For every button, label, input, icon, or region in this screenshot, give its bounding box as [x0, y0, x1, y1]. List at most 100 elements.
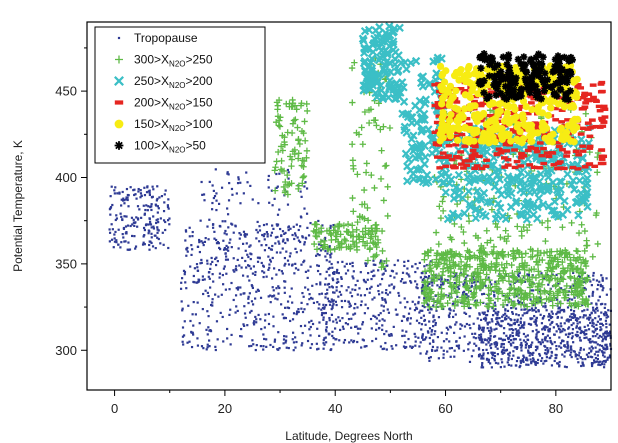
data-point — [417, 115, 427, 124]
data-point — [211, 201, 214, 205]
data-point — [475, 154, 483, 159]
data-point — [427, 308, 430, 311]
data-point — [403, 176, 412, 186]
data-point — [445, 144, 453, 148]
data-point — [489, 337, 492, 340]
data-point — [543, 360, 546, 363]
data-point — [527, 82, 535, 90]
data-point — [372, 221, 380, 229]
data-point — [349, 304, 352, 307]
data-point — [496, 312, 499, 316]
data-point — [473, 186, 482, 196]
data-point — [272, 227, 275, 231]
data-point — [195, 281, 198, 284]
data-point — [496, 314, 499, 317]
data-point — [291, 264, 294, 267]
x-tick-label: 40 — [328, 401, 342, 416]
data-point — [239, 202, 242, 205]
data-point — [390, 283, 393, 286]
data-point — [454, 212, 463, 221]
data-point — [158, 196, 161, 199]
data-point — [453, 289, 461, 296]
data-point — [493, 293, 496, 296]
data-point — [591, 340, 594, 343]
data-point — [320, 313, 324, 317]
data-point — [258, 240, 261, 243]
data-point — [386, 264, 389, 267]
data-point — [385, 348, 388, 351]
data-point — [507, 322, 510, 326]
data-point — [299, 174, 307, 181]
data-point — [280, 234, 283, 237]
data-point — [536, 166, 544, 170]
data-point — [378, 147, 385, 154]
data-point — [278, 268, 281, 272]
data-point — [575, 353, 578, 357]
data-point — [567, 326, 571, 329]
data-point — [300, 301, 303, 304]
data-point — [481, 328, 484, 332]
data-point — [391, 347, 394, 350]
data-point — [567, 332, 571, 335]
data-point — [221, 315, 224, 319]
data-point — [554, 65, 562, 73]
data-point — [531, 289, 535, 292]
data-point — [388, 291, 392, 294]
data-point — [468, 156, 476, 160]
data-point — [474, 332, 477, 335]
data-point — [324, 249, 327, 253]
data-point — [424, 271, 427, 275]
data-point — [417, 336, 420, 339]
data-point — [190, 253, 193, 257]
data-point — [270, 231, 274, 234]
data-point — [284, 339, 288, 342]
data-point — [579, 339, 582, 342]
data-point — [464, 301, 471, 308]
data-point — [575, 325, 578, 328]
data-point — [446, 294, 453, 301]
data-point — [520, 341, 523, 345]
data-point — [304, 286, 307, 289]
data-point — [453, 274, 461, 282]
data-point — [446, 82, 455, 90]
data-point — [535, 328, 538, 332]
data-point — [583, 286, 586, 290]
data-point — [551, 312, 554, 315]
data-point — [373, 274, 376, 277]
data-point — [529, 345, 532, 348]
data-point — [556, 298, 559, 301]
data-point — [265, 338, 268, 341]
data-point — [578, 274, 586, 282]
data-point — [453, 281, 460, 288]
data-point — [531, 69, 539, 77]
data-point — [518, 366, 521, 369]
data-point — [162, 243, 165, 246]
data-point — [134, 247, 137, 250]
data-point — [503, 260, 510, 267]
data-point — [183, 270, 187, 274]
data-point — [330, 252, 333, 255]
data-point — [571, 274, 578, 282]
data-point — [567, 180, 576, 189]
data-point — [271, 187, 279, 194]
data-point — [452, 302, 456, 305]
data-point — [436, 62, 445, 71]
data-point — [571, 335, 574, 338]
data-point — [230, 281, 233, 285]
data-point — [353, 312, 357, 315]
data-point — [432, 325, 435, 328]
data-point — [468, 86, 476, 95]
data-point — [126, 198, 129, 202]
data-point — [289, 120, 297, 127]
data-point — [126, 248, 129, 251]
data-point — [121, 199, 125, 202]
data-point — [490, 195, 498, 202]
data-point — [329, 253, 332, 257]
data-point — [474, 284, 477, 287]
data-point — [280, 167, 288, 175]
data-point — [529, 323, 532, 326]
data-point — [558, 65, 566, 74]
data-point — [480, 137, 488, 145]
data-point — [433, 263, 440, 271]
data-point — [295, 313, 298, 316]
